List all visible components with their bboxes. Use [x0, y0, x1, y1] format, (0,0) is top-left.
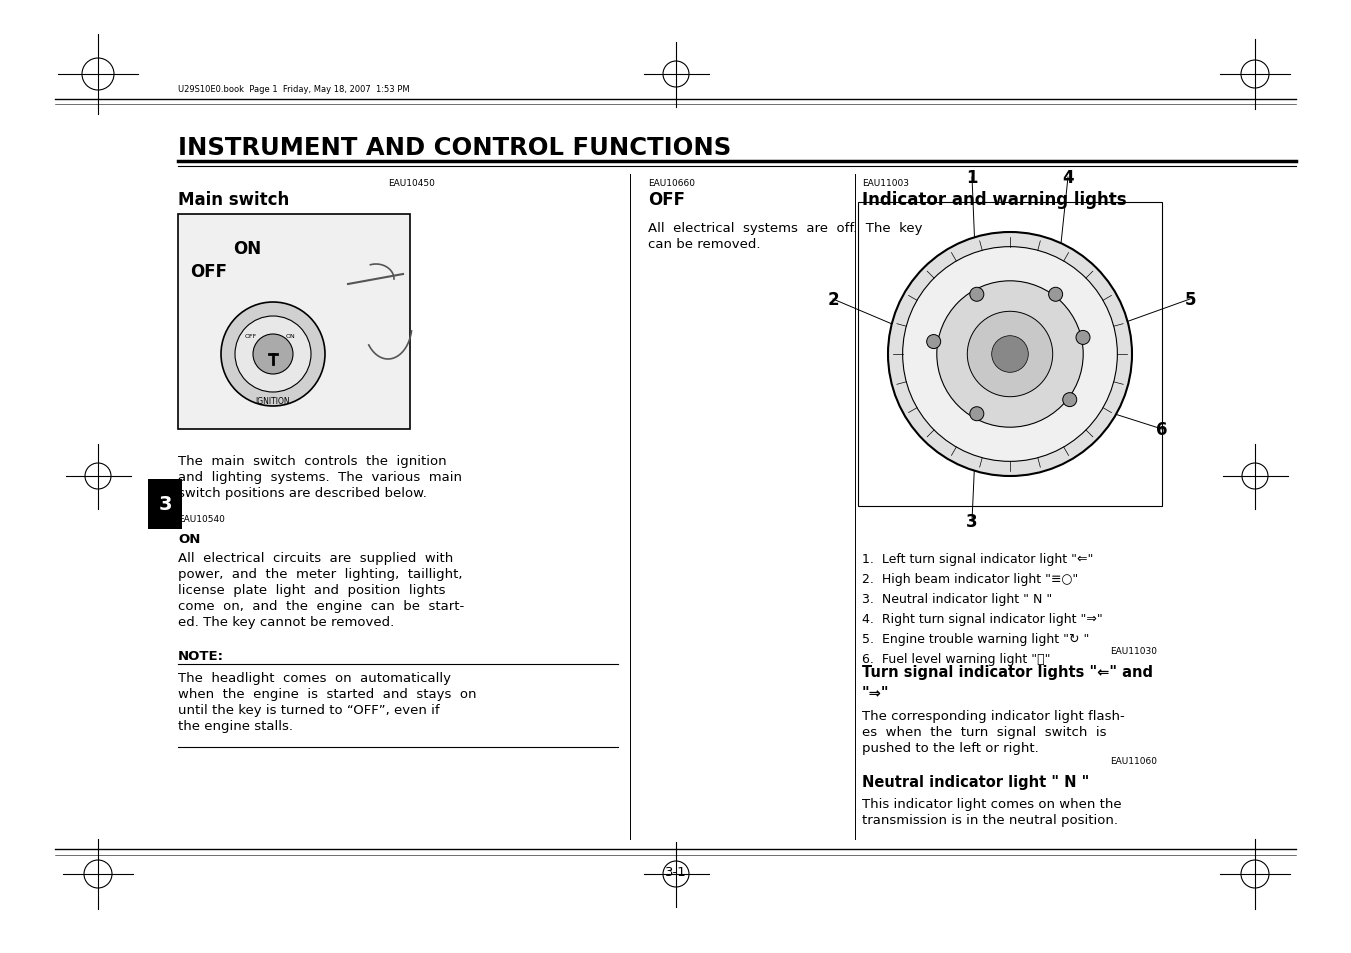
Text: when  the  engine  is  started  and  stays  on: when the engine is started and stays on — [178, 687, 477, 700]
Text: Turn signal indicator lights "⇐" and: Turn signal indicator lights "⇐" and — [862, 664, 1152, 679]
Circle shape — [992, 336, 1028, 373]
Text: "⇒": "⇒" — [862, 684, 889, 700]
Text: 4: 4 — [1062, 169, 1074, 187]
Circle shape — [222, 303, 326, 407]
Text: EAU11060: EAU11060 — [1111, 757, 1156, 765]
Text: 2.  High beam indicator light "≡○": 2. High beam indicator light "≡○" — [862, 573, 1078, 585]
Text: es  when  the  turn  signal  switch  is: es when the turn signal switch is — [862, 725, 1106, 739]
Text: The  main  switch  controls  the  ignition: The main switch controls the ignition — [178, 455, 447, 468]
Text: EAU11003: EAU11003 — [862, 178, 909, 188]
Text: OFF: OFF — [190, 263, 227, 281]
Text: 3: 3 — [158, 495, 172, 514]
Bar — [178, 214, 409, 430]
Circle shape — [970, 288, 984, 302]
Text: license  plate  light  and  position  lights: license plate light and position lights — [178, 583, 446, 597]
Text: 5: 5 — [1185, 291, 1196, 309]
Text: OFF: OFF — [245, 335, 257, 339]
Text: switch positions are described below.: switch positions are described below. — [178, 486, 427, 499]
Circle shape — [253, 335, 293, 375]
Text: The corresponding indicator light flash-: The corresponding indicator light flash- — [862, 709, 1125, 722]
Text: EAU10660: EAU10660 — [648, 178, 694, 188]
Text: ON: ON — [232, 240, 261, 257]
Text: ed. The key cannot be removed.: ed. The key cannot be removed. — [178, 616, 394, 628]
Text: 3: 3 — [966, 513, 978, 531]
Text: 1: 1 — [966, 169, 978, 187]
Text: 3-1: 3-1 — [665, 865, 686, 879]
Text: the engine stalls.: the engine stalls. — [178, 720, 293, 732]
Text: 6.  Fuel level warning light "🞹": 6. Fuel level warning light "🞹" — [862, 652, 1051, 665]
Text: power,  and  the  meter  lighting,  taillight,: power, and the meter lighting, taillight… — [178, 567, 462, 580]
Text: can be removed.: can be removed. — [648, 237, 761, 251]
Circle shape — [927, 335, 940, 349]
Circle shape — [1075, 331, 1090, 345]
Text: OFF: OFF — [648, 191, 685, 209]
Text: INSTRUMENT AND CONTROL FUNCTIONS: INSTRUMENT AND CONTROL FUNCTIONS — [178, 136, 731, 160]
Text: 4.  Right turn signal indicator light "⇒": 4. Right turn signal indicator light "⇒" — [862, 613, 1102, 625]
Text: EAU11030: EAU11030 — [1111, 647, 1156, 656]
Bar — [858, 203, 1162, 506]
Circle shape — [1048, 288, 1063, 302]
Text: 6: 6 — [1156, 420, 1167, 438]
Circle shape — [235, 316, 311, 393]
Text: All  electrical  circuits  are  supplied  with: All electrical circuits are supplied wit… — [178, 552, 453, 564]
Circle shape — [970, 407, 984, 421]
Bar — [149, 479, 182, 530]
Text: EAU10540: EAU10540 — [178, 515, 224, 524]
Circle shape — [1063, 394, 1077, 407]
Text: and  lighting  systems.  The  various  main: and lighting systems. The various main — [178, 471, 462, 483]
Text: The  headlight  comes  on  automatically: The headlight comes on automatically — [178, 671, 451, 684]
Text: 3.  Neutral indicator light " N ": 3. Neutral indicator light " N " — [862, 593, 1052, 605]
Text: pushed to the left or right.: pushed to the left or right. — [862, 741, 1039, 754]
Text: U29S10E0.book  Page 1  Friday, May 18, 2007  1:53 PM: U29S10E0.book Page 1 Friday, May 18, 200… — [178, 86, 409, 94]
Text: Main switch: Main switch — [178, 191, 289, 209]
Text: 5.  Engine trouble warning light "↻ ": 5. Engine trouble warning light "↻ " — [862, 633, 1089, 645]
Text: come  on,  and  the  engine  can  be  start-: come on, and the engine can be start- — [178, 599, 465, 613]
Text: NOTE:: NOTE: — [178, 649, 224, 662]
Text: Indicator and warning lights: Indicator and warning lights — [862, 191, 1127, 209]
Text: This indicator light comes on when the: This indicator light comes on when the — [862, 797, 1121, 810]
Text: EAU10450: EAU10450 — [388, 178, 435, 188]
Circle shape — [967, 312, 1052, 397]
Text: Neutral indicator light " N ": Neutral indicator light " N " — [862, 774, 1089, 789]
Circle shape — [888, 233, 1132, 476]
Text: 1.  Left turn signal indicator light "⇐": 1. Left turn signal indicator light "⇐" — [862, 553, 1093, 565]
Text: transmission is in the neutral position.: transmission is in the neutral position. — [862, 813, 1119, 826]
Circle shape — [902, 248, 1117, 462]
Text: ON: ON — [286, 335, 296, 339]
Text: ON: ON — [178, 533, 200, 545]
Circle shape — [936, 281, 1084, 428]
Text: IGNITION: IGNITION — [255, 396, 290, 406]
Text: until the key is turned to “OFF”, even if: until the key is turned to “OFF”, even i… — [178, 703, 439, 717]
Text: 2: 2 — [827, 291, 839, 309]
Text: All  electrical  systems  are  off.  The  key: All electrical systems are off. The key — [648, 222, 923, 234]
